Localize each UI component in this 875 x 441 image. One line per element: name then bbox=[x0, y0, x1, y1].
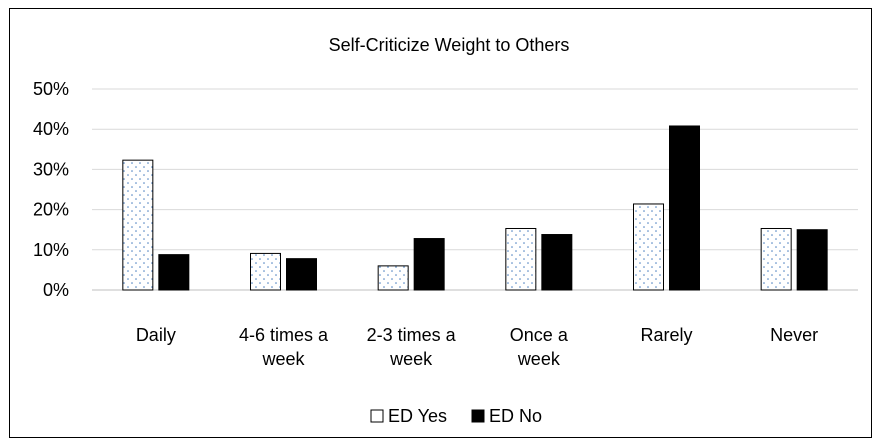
bars bbox=[122, 125, 828, 291]
y-tick-label: 20% bbox=[33, 200, 69, 220]
bar-ed-no bbox=[286, 258, 317, 291]
bar-ed-no bbox=[158, 254, 190, 291]
x-tick-label: Daily bbox=[136, 325, 176, 345]
bar-ed-yes bbox=[377, 265, 409, 291]
y-tick-label: 30% bbox=[33, 159, 69, 179]
bar-ed-yes bbox=[633, 203, 664, 291]
chart-frame: Self-Criticize Weight to Others 0% 10% 20%… bbox=[9, 8, 872, 438]
bar-ed-yes bbox=[250, 252, 281, 291]
y-tick-label: 10% bbox=[33, 240, 69, 260]
y-tick-label: 50% bbox=[33, 79, 69, 99]
chart-title: Self-Criticize Weight to Others bbox=[329, 35, 570, 55]
y-axis-ticks: 0% 10% 20% 30% 40% 50% bbox=[33, 79, 69, 300]
bar-ed-yes bbox=[122, 159, 154, 291]
gridlines bbox=[92, 88, 858, 291]
y-tick-label: 40% bbox=[33, 119, 69, 139]
bar-ed-no bbox=[796, 229, 828, 291]
bar-chart: Self-Criticize Weight to Others 0% 10% 20%… bbox=[33, 35, 858, 426]
x-tick-label: Never bbox=[770, 325, 818, 345]
y-tick-label: 0% bbox=[43, 280, 69, 300]
x-tick-label: Rarely bbox=[640, 325, 692, 345]
legend-swatch bbox=[471, 409, 485, 423]
legend-swatch bbox=[370, 409, 384, 423]
x-axis-ticks: Daily 4-6 times a week 2-3 times a week Once … bbox=[136, 325, 818, 369]
x-tick-label: 4-6 times a week bbox=[239, 325, 329, 369]
bar-ed-no bbox=[413, 238, 445, 291]
bar-ed-yes bbox=[760, 227, 792, 291]
bar-ed-yes bbox=[505, 227, 537, 291]
bar-ed-no bbox=[669, 125, 700, 291]
x-tick-label: Once a week bbox=[510, 325, 569, 369]
legend: ED Yes ED No bbox=[370, 406, 542, 426]
legend-label: ED Yes bbox=[388, 406, 447, 426]
x-tick-label: 2-3 times a week bbox=[367, 325, 457, 369]
legend-label: ED No bbox=[489, 406, 542, 426]
bar-ed-no bbox=[541, 234, 573, 291]
